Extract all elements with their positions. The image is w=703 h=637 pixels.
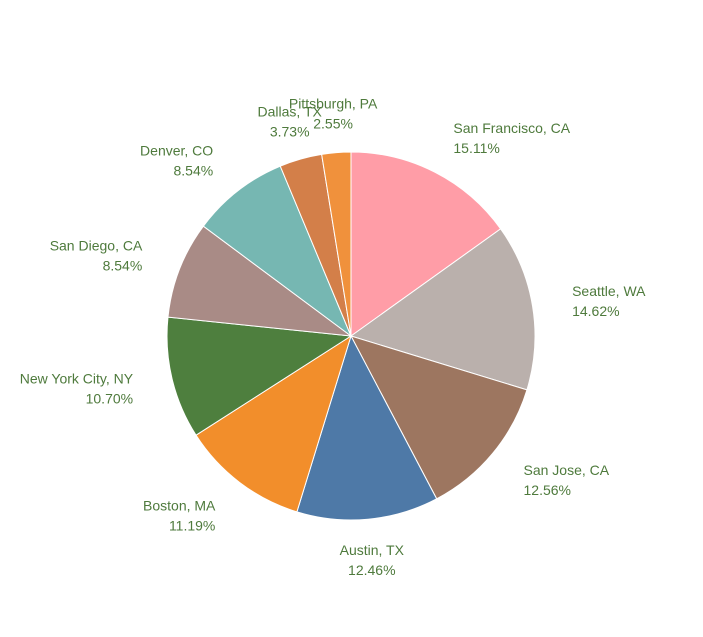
slice-percentage: 10.70% [86, 391, 133, 407]
slice-category: Denver, CO [140, 142, 213, 158]
slice-percentage: 15.11% [453, 140, 499, 156]
slice-category: Seattle, WA [572, 283, 646, 299]
slice-category: San Francisco, CA [453, 120, 570, 136]
slice-percentage: 11.19% [169, 517, 215, 533]
pie-slice-boston-ma[interactable] [195, 334, 352, 513]
slice-percentage: 12.46% [348, 562, 395, 578]
slice-percentage: 12.56% [524, 482, 571, 498]
slice-percentage: 14.62% [572, 303, 619, 319]
slice-label-dallas-tx: Dallas, TX 3.73% [258, 104, 323, 140]
pie-slice-denver-co[interactable] [202, 165, 353, 338]
pie-slice-austin-tx[interactable] [296, 334, 438, 521]
pie-slice-new-york-city-ny[interactable] [166, 316, 353, 436]
slice-category: Pittsburgh, PA [289, 96, 378, 112]
slice-percentage: 3.73% [270, 124, 310, 140]
slice-percentage: 2.55% [313, 116, 353, 132]
slice-label-san-diego-ca: San Diego, CA 8.54% [50, 238, 143, 274]
slice-label-pittsburgh-pa: Pittsburgh, PA 2.55% [289, 96, 378, 132]
slice-label-new-york-city-ny: New York City, NY 10.70% [20, 371, 134, 407]
slice-label-san-francisco-ca: San Francisco, CA 15.11% [453, 120, 570, 156]
slice-category: Dallas, TX [258, 104, 323, 120]
slice-percentage: 8.54% [173, 162, 213, 178]
slice-category: San Diego, CA [50, 238, 143, 254]
pie-slice-san-diego-ca[interactable] [167, 225, 353, 337]
slice-label-denver-co: Denver, CO 8.54% [140, 142, 213, 178]
slice-label-austin-tx: Austin, TX 12.46% [340, 542, 405, 578]
slice-category: New York City, NY [20, 371, 134, 387]
pie-slice-san-francisco-ca[interactable] [350, 151, 502, 337]
slice-label-boston-ma: Boston, MA 11.19% [143, 497, 216, 533]
slice-percentage: 8.54% [103, 258, 143, 274]
slice-category: Austin, TX [340, 542, 405, 558]
slice-category: Boston, MA [143, 497, 216, 513]
pie-slice-pittsburgh-pa[interactable] [321, 151, 352, 337]
pie-slice-san-jose-ca[interactable] [349, 335, 528, 500]
slice-category: San Jose, CA [524, 462, 610, 478]
slice-label-seattle-wa: Seattle, WA 14.62% [572, 283, 646, 319]
slice-label-san-jose-ca: San Jose, CA 12.56% [524, 462, 610, 498]
